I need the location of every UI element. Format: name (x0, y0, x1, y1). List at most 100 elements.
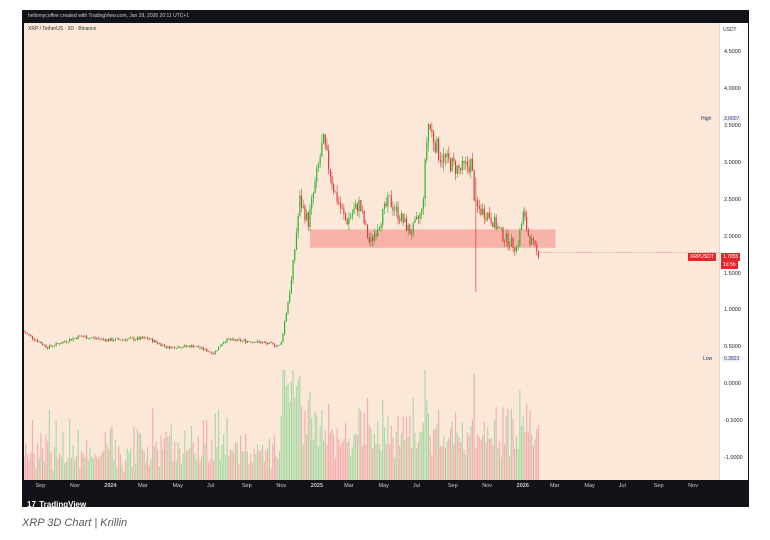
candle-body (490, 217, 492, 223)
volume-bar (412, 398, 414, 480)
candle-body (387, 195, 389, 206)
volume-bar (377, 421, 379, 480)
candle-body (45, 344, 47, 348)
volume-bar (216, 447, 218, 480)
candle-body (128, 338, 130, 340)
candle-body (133, 337, 135, 341)
volume-bar (475, 447, 477, 480)
plot-area[interactable]: XRP / TetherUS · 3D · Binance (24, 23, 719, 480)
candle-body (42, 343, 44, 345)
candle-body (465, 161, 467, 163)
volume-bar (407, 436, 409, 480)
candle-body (409, 224, 411, 234)
volume-bar (146, 447, 149, 480)
candle-body (272, 342, 274, 344)
volume-bar (429, 435, 431, 480)
volume-bar (275, 456, 277, 480)
candle-body (234, 339, 237, 341)
volume-bar (465, 454, 467, 480)
x-tick-label: Nov (276, 483, 287, 489)
candle-body (377, 229, 379, 236)
volume-bar (168, 435, 171, 480)
candle-body (509, 245, 511, 247)
support-zone (310, 229, 556, 248)
volume-bar (343, 438, 345, 480)
candle-body (517, 245, 519, 247)
volume-bar (378, 443, 380, 480)
candle-body (119, 339, 122, 341)
creator-bar: hellomycoffee created with TradingView.c… (22, 10, 749, 23)
candle-body (172, 346, 174, 348)
volume-bar (165, 431, 167, 480)
candle-body (309, 208, 311, 227)
volume-bar (512, 418, 514, 480)
candle-body (311, 198, 313, 209)
volume-bar (466, 432, 468, 480)
volume-bar (485, 442, 487, 480)
volume-bar (366, 397, 369, 480)
volume-bar (490, 437, 492, 480)
volume-bar (426, 400, 428, 480)
candle-body (329, 169, 331, 177)
candle-body (148, 338, 150, 340)
candle-body (321, 142, 323, 157)
volume-bar (106, 443, 108, 480)
volume-bar (273, 435, 276, 480)
candle-body (476, 200, 479, 207)
candle-body (155, 340, 157, 343)
volume-bar (185, 451, 188, 480)
volume-bar (47, 441, 49, 480)
candle-body (434, 142, 436, 153)
x-tick-label: May (378, 483, 389, 489)
candle-body (255, 342, 257, 343)
volume-bar (131, 467, 133, 480)
candle-body (253, 341, 255, 343)
volume-bar (316, 415, 318, 480)
candle-body (300, 195, 303, 208)
volume-bar (260, 449, 262, 480)
candle-body (453, 157, 455, 162)
candle-body (534, 240, 536, 245)
volume-bar (33, 454, 35, 480)
volume-bar (87, 460, 89, 480)
volume-bar (223, 434, 225, 480)
volume-bar (416, 448, 418, 480)
volume-bar (253, 449, 255, 480)
volume-bar (265, 450, 267, 480)
x-tick-label: Mar (344, 483, 354, 489)
candle-body (163, 344, 166, 347)
volume-bar (236, 442, 238, 480)
x-tick-label: May (584, 483, 595, 489)
volume-bar (333, 435, 335, 480)
volume-bar (207, 462, 210, 480)
volume-bar (493, 419, 496, 480)
volume-bar (256, 444, 259, 480)
volume-bar (404, 439, 406, 480)
volume-bar (360, 410, 362, 480)
y-tick-label: -0.5000 (724, 418, 743, 425)
candle-body (77, 335, 79, 339)
volume-bar (473, 373, 475, 480)
candle-body (131, 337, 133, 339)
x-tick-label: Sep (35, 483, 46, 489)
price-axis[interactable]: USDT 4.5000 4.0000 3.5000 3.0000 2.5000 2.000… (688, 23, 748, 480)
candle-body (280, 341, 282, 345)
candle-body (510, 237, 512, 247)
volume-bar (372, 448, 374, 480)
candle-body (419, 213, 421, 219)
candle-body (157, 342, 159, 344)
candle-body (454, 161, 457, 174)
candle-body (145, 337, 147, 339)
volume-bar (306, 433, 308, 480)
tradingview-brand[interactable]: 17 TradingView (27, 500, 86, 509)
volume-bar (355, 433, 357, 480)
candle-body (426, 142, 428, 160)
volume-bar (468, 435, 470, 480)
candle-body (436, 138, 438, 153)
countdown-tag: 1d 5h (721, 261, 738, 269)
candle-body (206, 348, 208, 352)
volume-bar (434, 428, 436, 480)
candle-body (28, 333, 30, 335)
candle-body (287, 302, 289, 313)
volume-bar (77, 429, 79, 480)
